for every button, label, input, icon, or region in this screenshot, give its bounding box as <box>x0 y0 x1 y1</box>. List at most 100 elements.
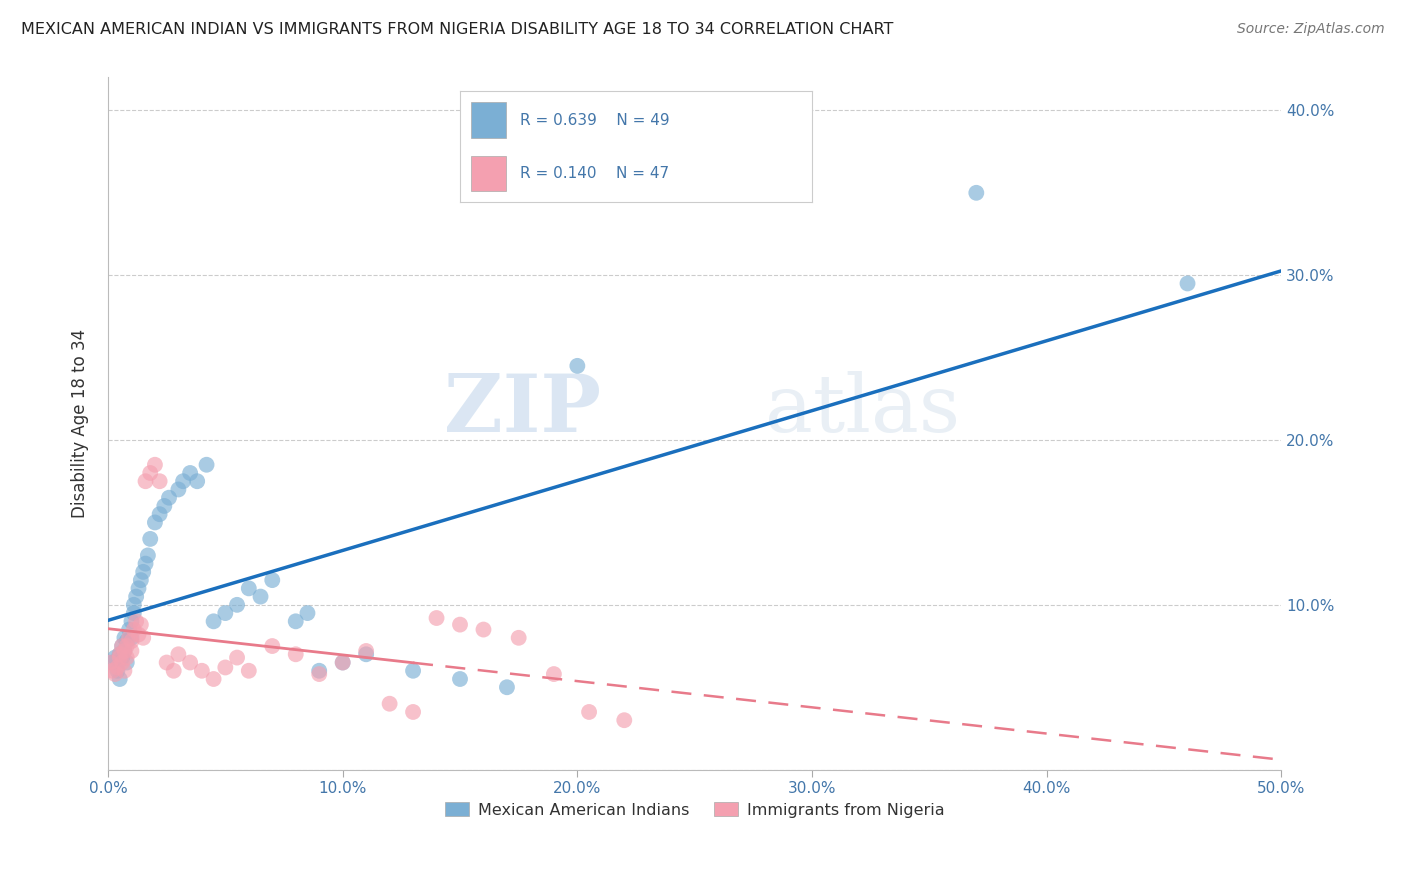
Point <box>120 634 142 648</box>
Point <box>111 656 134 670</box>
Point <box>118 631 141 645</box>
Legend: Mexican American Indians, Immigrants from Nigeria: Mexican American Indians, Immigrants fro… <box>439 796 950 824</box>
Point <box>567 359 589 373</box>
Point <box>965 186 987 200</box>
Point <box>118 623 141 637</box>
Point <box>104 667 127 681</box>
Point <box>613 713 636 727</box>
Point <box>108 672 131 686</box>
Point <box>179 656 201 670</box>
Point <box>104 650 127 665</box>
Point <box>112 631 135 645</box>
Point <box>101 656 124 670</box>
Point <box>128 582 150 596</box>
Point <box>179 466 201 480</box>
Point <box>108 650 131 665</box>
Point <box>354 648 377 662</box>
Point <box>112 644 135 658</box>
Point <box>112 664 135 678</box>
Point <box>105 660 128 674</box>
Point <box>111 639 134 653</box>
Point <box>156 656 179 670</box>
Point <box>262 573 284 587</box>
Text: Source: ZipAtlas.com: Source: ZipAtlas.com <box>1237 22 1385 37</box>
Point <box>149 474 172 488</box>
Point <box>195 458 218 472</box>
Point <box>496 680 519 694</box>
Point <box>120 615 142 629</box>
Point <box>115 639 138 653</box>
Point <box>125 590 148 604</box>
Point <box>139 532 162 546</box>
Point <box>129 573 152 587</box>
Point <box>122 606 145 620</box>
Point <box>249 590 271 604</box>
Point <box>111 650 134 665</box>
Point <box>129 617 152 632</box>
Point <box>149 507 172 521</box>
Point <box>115 650 138 665</box>
Point <box>122 598 145 612</box>
Point <box>354 644 377 658</box>
Point <box>508 631 530 645</box>
Point <box>115 656 138 670</box>
Point <box>132 565 155 579</box>
Point <box>214 660 236 674</box>
Point <box>543 667 565 681</box>
Point <box>143 458 166 472</box>
Point <box>105 664 128 678</box>
Point <box>226 598 249 612</box>
Point <box>402 664 425 678</box>
Point <box>226 650 249 665</box>
Point <box>472 623 495 637</box>
Point <box>153 499 176 513</box>
Point <box>308 664 330 678</box>
Point <box>108 648 131 662</box>
Point <box>120 631 142 645</box>
Point <box>378 697 401 711</box>
Point <box>284 648 307 662</box>
Point <box>238 582 260 596</box>
Point <box>125 615 148 629</box>
Point <box>143 516 166 530</box>
Text: atlas: atlas <box>765 371 960 449</box>
Point <box>202 615 225 629</box>
Point <box>262 639 284 653</box>
Point <box>191 664 214 678</box>
Point <box>112 644 135 658</box>
Y-axis label: Disability Age 18 to 34: Disability Age 18 to 34 <box>72 329 89 518</box>
Point <box>172 474 194 488</box>
Point <box>402 705 425 719</box>
Point <box>132 631 155 645</box>
Point <box>449 672 471 686</box>
Point <box>111 639 134 653</box>
Point <box>98 656 121 670</box>
Point <box>578 705 600 719</box>
Point <box>238 664 260 678</box>
Point <box>167 483 190 497</box>
Point <box>157 491 180 505</box>
Point <box>167 648 190 662</box>
Point <box>202 672 225 686</box>
Point <box>297 606 319 620</box>
Point <box>101 664 124 678</box>
Point <box>122 623 145 637</box>
Point <box>163 664 186 678</box>
Point <box>308 667 330 681</box>
Point <box>139 466 162 480</box>
Point <box>425 611 447 625</box>
Point <box>449 617 471 632</box>
Point <box>135 474 157 488</box>
Point <box>1177 277 1199 291</box>
Point <box>332 656 354 670</box>
Point <box>135 557 157 571</box>
Text: ZIP: ZIP <box>444 371 600 449</box>
Text: MEXICAN AMERICAN INDIAN VS IMMIGRANTS FROM NIGERIA DISABILITY AGE 18 TO 34 CORRE: MEXICAN AMERICAN INDIAN VS IMMIGRANTS FR… <box>21 22 893 37</box>
Point <box>332 656 354 670</box>
Point <box>136 549 159 563</box>
Point <box>128 627 150 641</box>
Point <box>115 634 138 648</box>
Point <box>284 615 307 629</box>
Point <box>120 644 142 658</box>
Point <box>108 648 131 662</box>
